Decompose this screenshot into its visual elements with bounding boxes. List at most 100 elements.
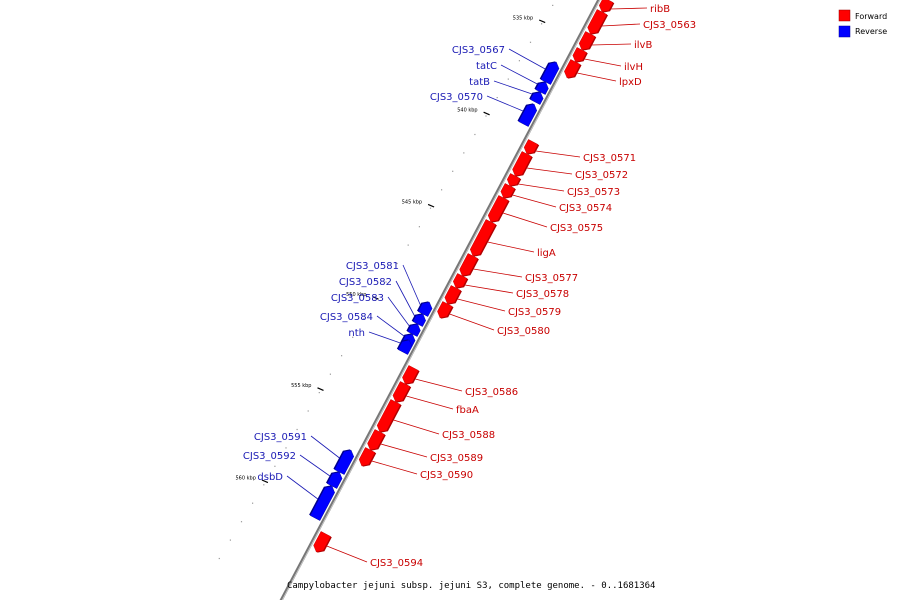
gene-label-CJS3_0594: CJS3_0594 [370, 558, 423, 569]
gene-feature-CJS3_0572 [512, 151, 533, 177]
gene-leader-line [610, 7, 648, 10]
gene-leader-line [393, 419, 440, 435]
major-tick-marks: 535 kbp 540 kbp 545 kbp 550 kbp 555 kbp 560 k… [236, 15, 546, 484]
gene-labels: ribB CJS3_0563 ilvB ilvH lpxD CJS3_0567 tatC ta… [243, 4, 696, 569]
minor-tick [374, 299, 376, 301]
gene-feature-CJS3_0574 [500, 183, 516, 199]
gene-leader-line [449, 313, 495, 331]
gene-leader-line [493, 80, 533, 95]
minor-tick [385, 281, 387, 283]
gene-label-fbaA: fbaA [456, 405, 479, 416]
gene-leader-line [464, 284, 514, 294]
minor-tick [474, 133, 476, 136]
minor-tick [485, 115, 487, 117]
gene-feature-fbaA [392, 381, 412, 403]
minor-tick [418, 226, 420, 228]
scale-tick-label: 545 kbp [402, 200, 422, 206]
gene-label-CJS3_0583: CJS3_0583 [331, 293, 384, 304]
scale-tick-label: 550 kbp [346, 292, 366, 298]
gene-feature-CJS3_0591 [333, 449, 355, 475]
gene-leader-line [486, 95, 524, 112]
minor-tick [240, 521, 243, 523]
gene-leader-line [286, 475, 319, 500]
genome-caption: Campylobacter jejuni subsp. jejuni S3, c… [287, 581, 655, 591]
gene-label-CJS3_0570: CJS3_0570 [430, 92, 483, 103]
scale-tick [538, 19, 546, 24]
gene-label-CJS3_0572: CJS3_0572 [575, 170, 628, 181]
gene-feature-nth [396, 339, 413, 355]
gene-leader-line [326, 545, 368, 563]
gene-label-CJS3_0580: CJS3_0580 [497, 326, 550, 337]
gene-label-tatC: tatC [476, 61, 497, 72]
scale-tick [317, 387, 324, 391]
legend-forward-swatch [838, 9, 851, 22]
gene-feature-ilvB [578, 31, 597, 51]
gene-features [309, 0, 615, 553]
genome-backbone [279, 0, 601, 600]
scale-tick [483, 111, 490, 116]
gene-feature-CJS3_0588 [376, 399, 402, 433]
gene-leader-line [457, 298, 506, 312]
scale-tick [372, 296, 379, 300]
gene-feature-CJS3_0570 [517, 103, 538, 127]
scale-tick-label: 540 kbp [457, 108, 477, 114]
gene-label-ilvH: ilvH [624, 62, 643, 73]
gene-label-CJS3_0571: CJS3_0571 [583, 153, 636, 164]
gene-feature-CJS3_0567 [539, 61, 560, 85]
minor-tick [352, 336, 354, 338]
minor-tick [274, 465, 276, 467]
gene-feature-ligA [469, 219, 497, 257]
minor-tick [307, 410, 309, 412]
gene-leader-line [371, 460, 418, 475]
gene-leader-line [406, 395, 454, 410]
gene-feature-CJS3_0581 [417, 301, 433, 317]
gene-feature-CJS3_0573 [506, 173, 522, 187]
minor-tick [341, 355, 343, 357]
gene-label-CJS3_0567: CJS3_0567 [452, 45, 505, 56]
minor-tick [218, 557, 220, 560]
gene-label-CJS3_0584: CJS3_0584 [320, 312, 373, 323]
gene-feature-CJS3_0583 [406, 323, 421, 337]
minor-tick [329, 373, 331, 375]
gene-feature-CJS3_0571 [523, 139, 540, 155]
gene-label-CJS3_0578: CJS3_0578 [516, 289, 569, 300]
gene-feature-CJS3_0590 [358, 447, 377, 467]
gene-label-ligA: ligA [537, 248, 556, 259]
gene-leader-line [376, 315, 405, 337]
gene-label-ilvB: ilvB [634, 40, 652, 51]
minor-tick [285, 447, 287, 449]
gene-leader-line [415, 378, 463, 392]
gene-feature-ribB [598, 0, 615, 13]
gene-label-ribB: ribB [650, 4, 670, 15]
gene-label-nth: nth [348, 328, 365, 339]
gene-leader-line [395, 280, 415, 317]
gene-feature-CJS3_0579 [444, 285, 462, 305]
gene-feature-ilvH [572, 47, 588, 63]
minor-tick [529, 41, 532, 43]
gene-label-CJS3_0574: CJS3_0574 [559, 203, 612, 214]
minor-tick [429, 207, 432, 209]
gene-label-CJS3_0577: CJS3_0577 [525, 273, 578, 284]
gene-leader-line [487, 241, 535, 253]
minor-tick-marks [218, 4, 554, 560]
gene-label-CJS3_0590: CJS3_0590 [420, 470, 473, 481]
gene-leader-line [500, 64, 538, 85]
minor-tick [463, 152, 465, 154]
gene-label-CJS3_0582: CJS3_0582 [339, 277, 392, 288]
gene-label-CJS3_0563: CJS3_0563 [643, 20, 696, 31]
gene-label-lpxD: lpxD [619, 77, 642, 88]
gene-leader-line [380, 443, 428, 458]
gene-label-CJS3_0581: CJS3_0581 [346, 261, 399, 272]
scale-tick-label: 555 kbp [291, 383, 311, 389]
minor-tick [252, 502, 254, 504]
gene-label-CJS3_0575: CJS3_0575 [550, 223, 603, 234]
gene-feature-CJS3_0592 [326, 471, 343, 489]
gene-leader-line [601, 23, 641, 27]
minor-tick [407, 244, 409, 246]
gene-leader-line [591, 43, 632, 46]
legend: Forward Reverse [838, 9, 887, 38]
gene-label-tatB: tatB [469, 77, 490, 88]
gene-leader-line [299, 454, 331, 477]
gene-feature-CJS3_0578 [452, 273, 469, 289]
